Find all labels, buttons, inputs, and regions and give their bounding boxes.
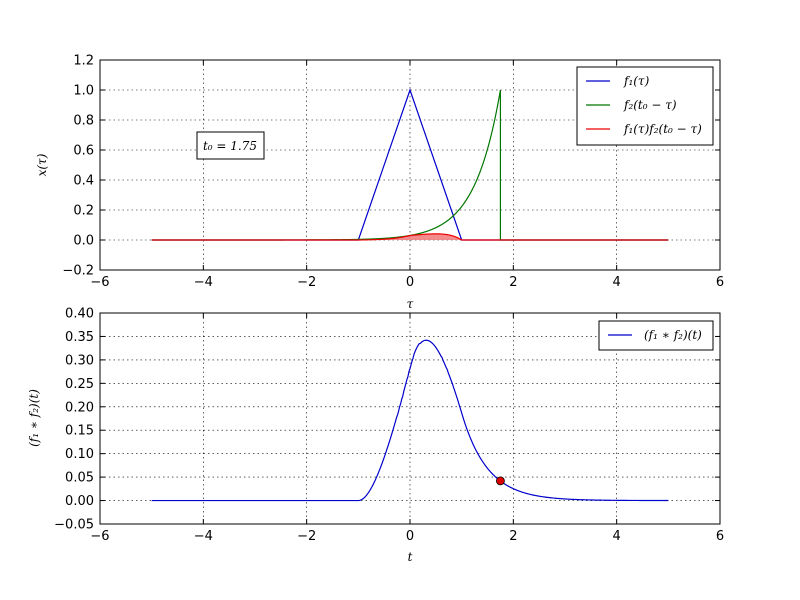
top-axes-frame	[99, 59, 721, 271]
x-tick-label: 0	[406, 529, 414, 544]
y-tick-label: 0.15	[65, 424, 94, 439]
x-tick-label: 2	[509, 529, 517, 544]
y-tick-label: 0.30	[65, 353, 94, 368]
x-tick-label: 6	[716, 275, 724, 290]
t0-annotation-text: t₀ = 1.75	[203, 139, 257, 153]
y-tick-label: 1.0	[73, 84, 94, 99]
y-tick-label: 0.25	[65, 377, 94, 392]
y-tick-label: 0.2	[73, 204, 94, 219]
bottom-plot-area	[151, 339, 669, 502]
legend-label-f1: f₁(τ)	[623, 74, 650, 88]
top-y-axis-label: x(τ)	[35, 153, 49, 176]
x-tick-label: −4	[194, 529, 213, 544]
top-legend: f₁(τ) f₂(t₀ − τ) f₁(τ)f₂(t₀ − τ)	[576, 66, 714, 146]
x-tick-label: −2	[297, 529, 316, 544]
top-ticks: −6 −4 −2 0 2 4 6 −0.2 0.0 0.2 0.4 0.6 0.8 1.0 1.2	[62, 54, 724, 291]
current-t-marker	[496, 476, 505, 486]
series-line-product	[151, 233, 669, 241]
bottom-legend: (f₁ ∗ f₂)(t)	[598, 320, 714, 351]
y-tick-label: 0.10	[65, 447, 94, 462]
legend-label-convolution: (f₁ ∗ f₂)(t)	[644, 328, 702, 342]
legend-label-product: f₁(τ)f₂(t₀ − τ)	[623, 122, 702, 136]
y-tick-label: 0.4	[73, 174, 94, 189]
x-tick-label: −2	[297, 275, 316, 290]
x-tick-label: −6	[90, 275, 109, 290]
y-tick-label: 0.0	[73, 234, 94, 249]
top-plot-area	[151, 88, 669, 241]
bottom-y-axis-label: (f₁ ∗ f₂)(t)	[27, 389, 41, 447]
y-tick-label: 0.05	[65, 471, 94, 486]
y-tick-label: 0.8	[73, 114, 94, 129]
t0-annotation-box	[196, 131, 265, 160]
x-tick-label: 0	[406, 275, 414, 290]
series-line-convolution	[151, 339, 669, 502]
bottom-ticks: −6 −4 −2 0 2 4 6 −0.05 0.00 0.05 0.10 0.15 0.20 0.25 0…	[54, 307, 724, 545]
product-fill-area	[358, 233, 462, 240]
bottom-x-axis-label: t	[408, 550, 413, 564]
bottom-subplot: −6 −4 −2 0 2 4 6 −0.05 0.00 0.05 0.10 0.15 0.20 0.25 0…	[27, 307, 724, 565]
y-tick-label: −0.2	[62, 264, 94, 279]
x-tick-label: −6	[90, 529, 109, 544]
y-tick-label: 0.6	[73, 144, 94, 159]
top-subplot: −6 −4 −2 0 2 4 6 −0.2 0.0 0.2 0.4 0.6 0.8 1.0 1.2 τ x(…	[35, 54, 724, 312]
y-tick-label: 1.2	[73, 54, 94, 69]
x-tick-label: 4	[613, 529, 621, 544]
t0-annotation: t₀ = 1.75	[196, 131, 265, 160]
x-tick-label: 4	[613, 275, 621, 290]
y-tick-label: −0.05	[54, 518, 94, 533]
x-tick-label: 6	[716, 529, 724, 544]
x-tick-label: 2	[509, 275, 517, 290]
top-x-axis-label: τ	[407, 297, 414, 311]
y-tick-label: 0.40	[65, 307, 94, 322]
x-tick-label: −4	[194, 275, 213, 290]
top-legend-box	[576, 66, 714, 146]
legend-label-f2: f₂(t₀ − τ)	[623, 98, 677, 112]
y-tick-label: 0.00	[65, 494, 94, 509]
y-tick-label: 0.35	[65, 330, 94, 345]
bottom-axes-frame	[99, 312, 721, 525]
y-tick-label: 0.20	[65, 400, 94, 415]
